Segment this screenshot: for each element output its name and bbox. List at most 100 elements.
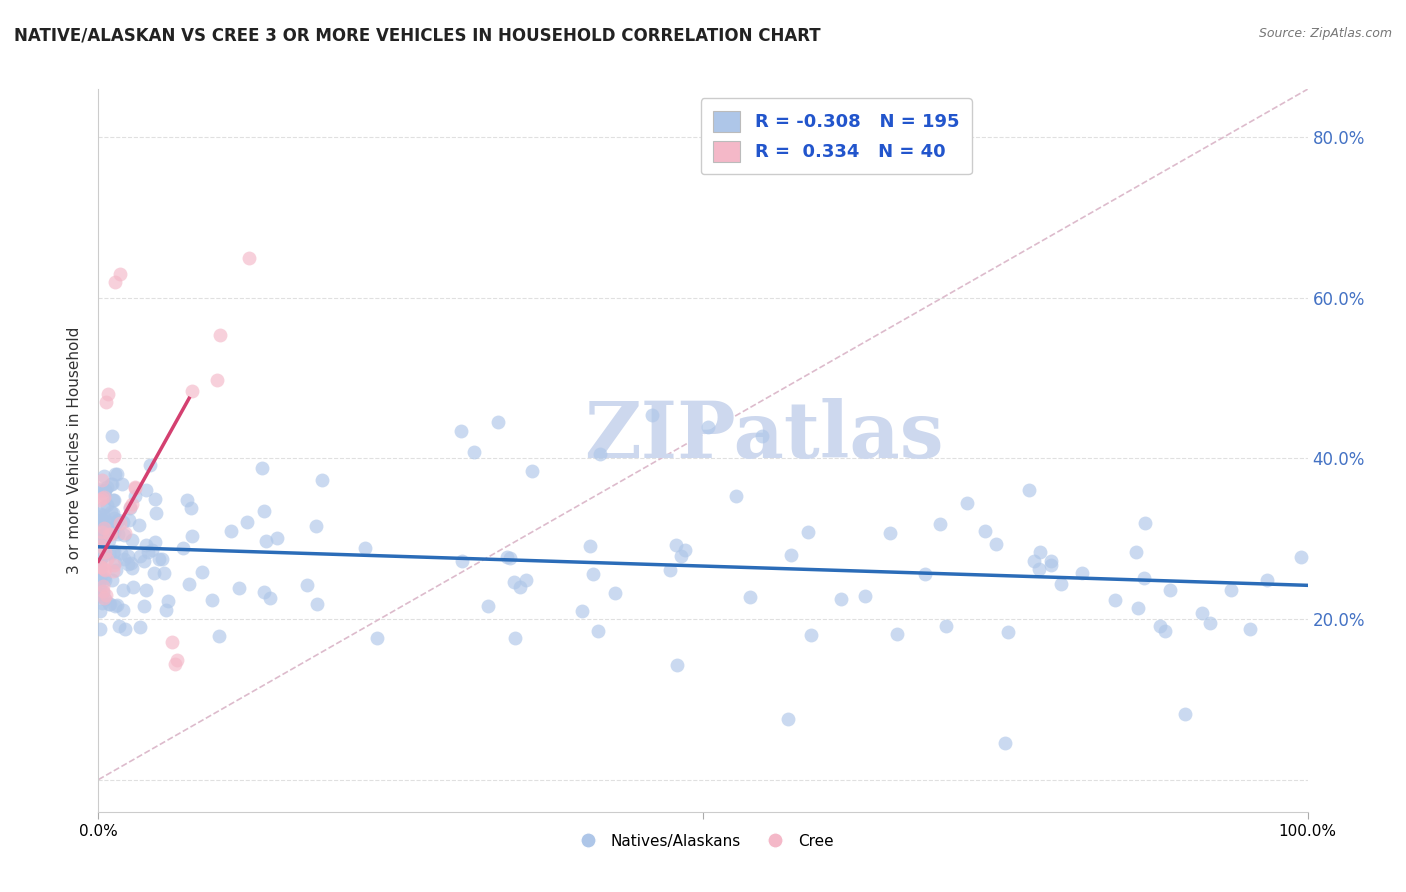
Point <box>111 476 134 491</box>
Point <box>104 599 127 613</box>
Point <box>143 491 166 506</box>
Point <box>477 599 499 613</box>
Point <box>1040 554 1063 568</box>
Point <box>586 624 609 639</box>
Point <box>503 631 526 645</box>
Point <box>886 626 908 640</box>
Point <box>97 546 120 560</box>
Point <box>100 476 122 491</box>
Point <box>120 500 142 514</box>
Point <box>108 267 131 281</box>
Point <box>250 461 273 475</box>
Point <box>450 553 472 567</box>
Point <box>103 493 125 508</box>
Point <box>266 531 288 545</box>
Point <box>89 604 111 618</box>
Point <box>94 591 117 606</box>
Point <box>89 622 111 636</box>
Point <box>98 597 121 611</box>
Point <box>879 526 901 541</box>
Point <box>172 541 194 555</box>
Point <box>100 477 122 491</box>
Point <box>94 395 117 409</box>
Point <box>89 536 111 550</box>
Point <box>112 583 135 598</box>
Point <box>124 489 146 503</box>
Point <box>640 408 662 422</box>
Point <box>295 578 318 592</box>
Point <box>780 548 803 562</box>
Point <box>89 569 111 583</box>
Point <box>89 546 111 560</box>
Point <box>89 519 111 533</box>
Point <box>1133 516 1156 530</box>
Point <box>136 544 159 558</box>
Point <box>103 558 125 573</box>
Point <box>124 480 146 494</box>
Point <box>93 545 115 559</box>
Point <box>935 618 957 632</box>
Point <box>89 562 111 576</box>
Point <box>124 481 146 495</box>
Point <box>91 596 114 610</box>
Point <box>605 586 627 600</box>
Point <box>659 563 682 577</box>
Point <box>143 535 166 549</box>
Text: ZIPatlas: ZIPatlas <box>583 398 943 474</box>
Point <box>114 622 136 636</box>
Point <box>107 526 129 541</box>
Point <box>1104 592 1126 607</box>
Point <box>1289 550 1312 565</box>
Point <box>94 563 117 577</box>
Point <box>181 529 204 543</box>
Point <box>1220 582 1243 597</box>
Point <box>112 551 135 566</box>
Point <box>107 515 129 529</box>
Point <box>90 539 112 553</box>
Point <box>579 539 602 553</box>
Point <box>751 429 773 443</box>
Point <box>253 504 276 518</box>
Point <box>571 604 593 618</box>
Point <box>91 584 114 599</box>
Point <box>1199 616 1222 631</box>
Point <box>830 591 852 606</box>
Point <box>929 517 952 532</box>
Point <box>97 515 120 529</box>
Y-axis label: 3 or more Vehicles in Household: 3 or more Vehicles in Household <box>67 326 83 574</box>
Point <box>155 603 177 617</box>
Point <box>800 628 823 642</box>
Point <box>122 580 145 594</box>
Point <box>984 537 1007 551</box>
Point <box>496 549 519 564</box>
Legend: Natives/Alaskans, Cree: Natives/Alaskans, Cree <box>567 828 839 855</box>
Point <box>201 593 224 607</box>
Point <box>101 565 124 579</box>
Point <box>101 573 124 587</box>
Point <box>89 590 111 604</box>
Point <box>105 598 128 612</box>
Point <box>103 492 125 507</box>
Point <box>103 555 125 569</box>
Point <box>238 251 260 265</box>
Point <box>108 619 131 633</box>
Point <box>98 597 121 611</box>
Point <box>91 508 114 522</box>
Point <box>89 573 111 587</box>
Point <box>1040 558 1063 573</box>
Point <box>103 543 125 558</box>
Point <box>135 483 157 497</box>
Point <box>110 546 132 560</box>
Point <box>96 552 118 566</box>
Point <box>111 603 134 617</box>
Point <box>974 524 997 539</box>
Point <box>120 556 142 570</box>
Point <box>89 528 111 542</box>
Point <box>101 545 124 559</box>
Point <box>776 712 799 726</box>
Point <box>96 480 118 494</box>
Point <box>93 469 115 483</box>
Point <box>93 571 115 585</box>
Point <box>89 483 111 498</box>
Point <box>90 539 112 553</box>
